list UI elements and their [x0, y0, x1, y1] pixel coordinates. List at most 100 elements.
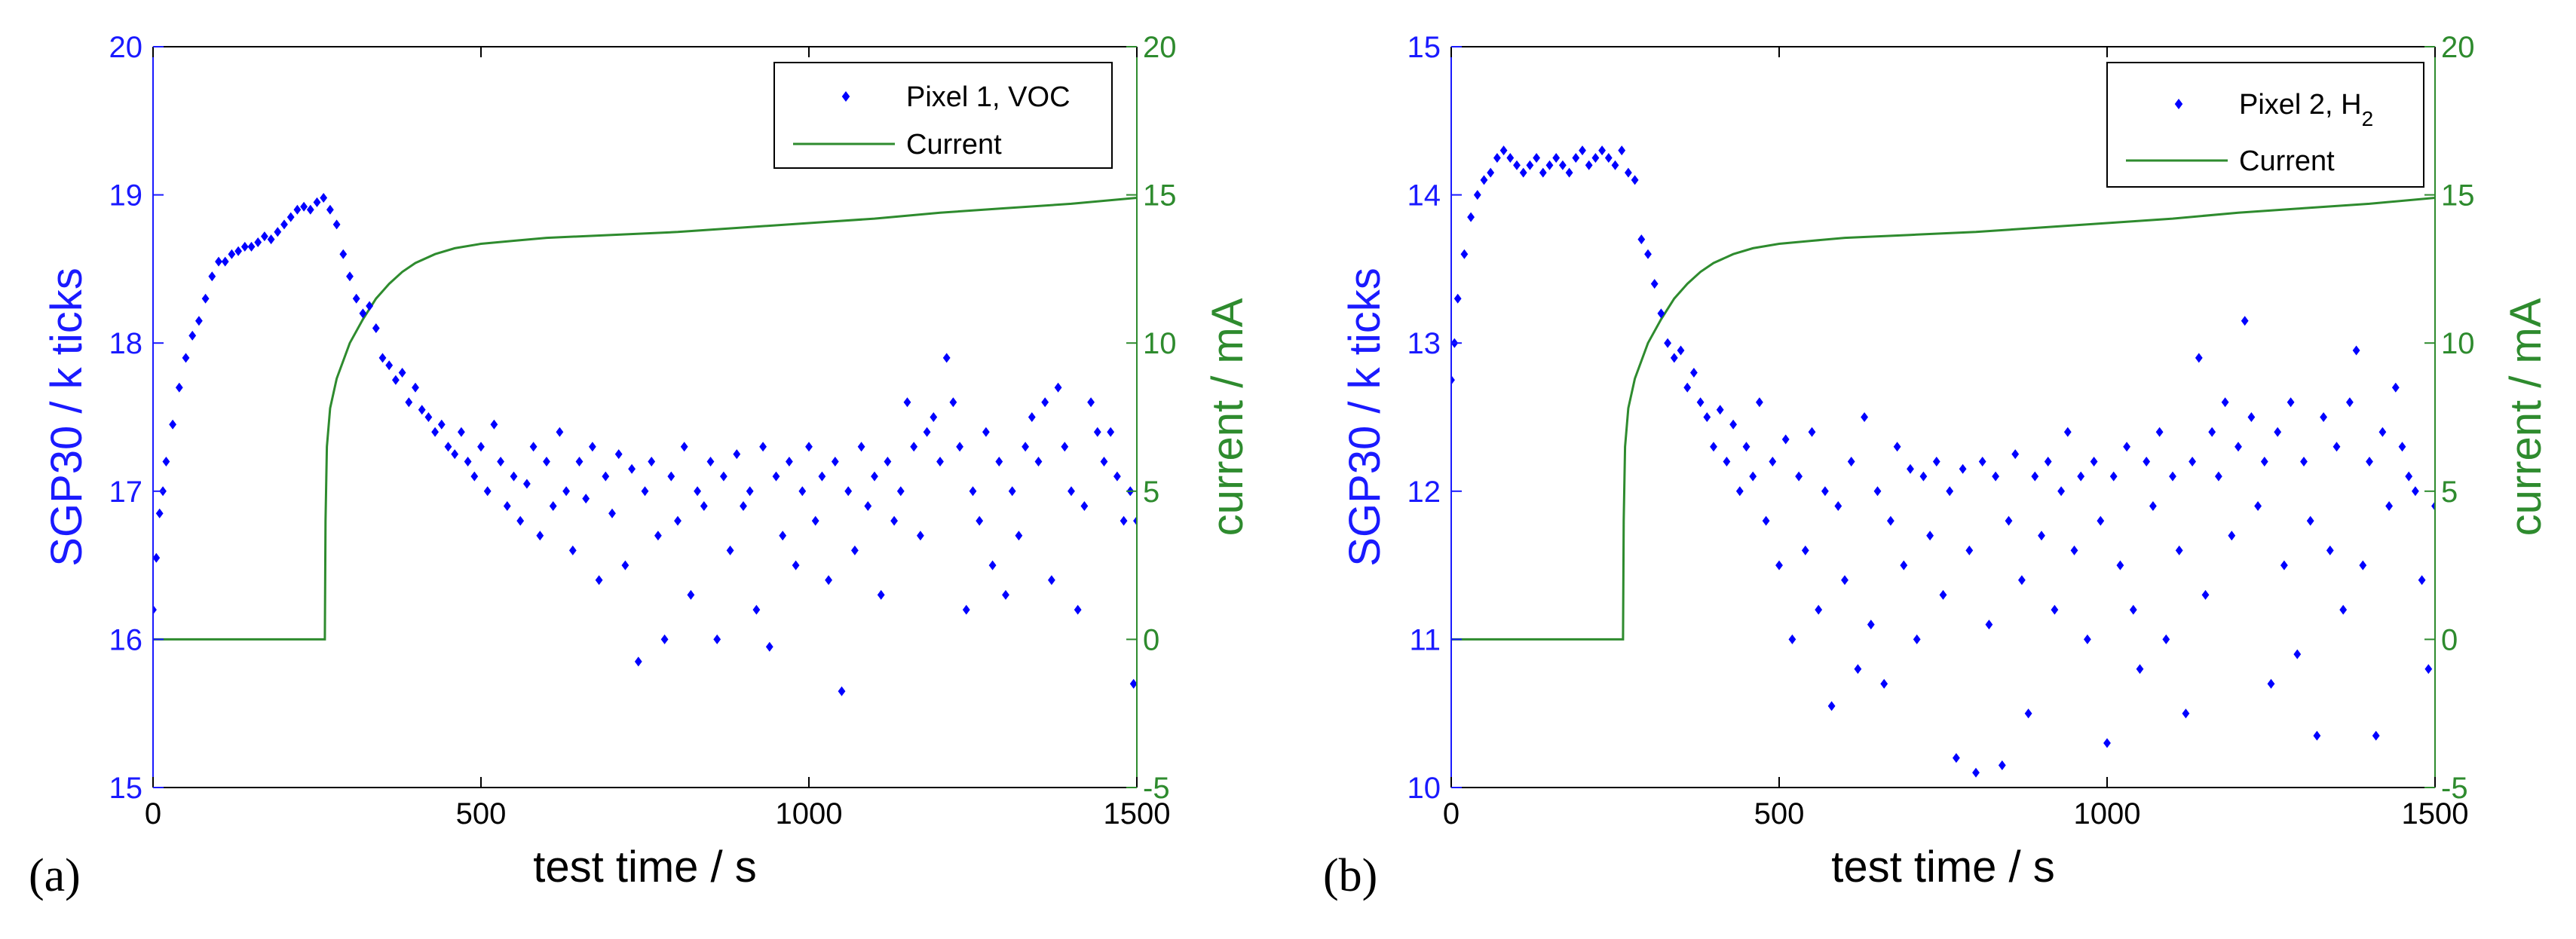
- data-point: [930, 412, 938, 422]
- x-tick-label: 0: [1443, 797, 1460, 830]
- data-point: [2352, 345, 2360, 356]
- data-point: [936, 457, 944, 466]
- data-point: [589, 442, 596, 452]
- data-point: [313, 197, 321, 207]
- data-point: [982, 427, 990, 437]
- data-point: [2011, 449, 2020, 460]
- legend-marker-sensor: [841, 91, 850, 102]
- data-point: [1100, 457, 1108, 466]
- data-point: [1775, 560, 1783, 570]
- data-point: [1801, 545, 1809, 555]
- data-point: [1028, 412, 1036, 422]
- data-point: [208, 271, 216, 282]
- data-point: [2274, 427, 2282, 437]
- data-point: [857, 442, 865, 452]
- chart-panel-b: 0 500 1000 1500 10 11 12 13 14 15 -5 0 5 10 15 20 test t…: [1323, 31, 2550, 901]
- data-point: [1867, 619, 1875, 630]
- data-point: [1637, 234, 1646, 245]
- x-axis-title: test time / s: [533, 843, 757, 892]
- data-point: [221, 256, 229, 267]
- data-point: [1939, 589, 1947, 600]
- data-point: [320, 193, 328, 203]
- data-point: [1506, 153, 1515, 163]
- data-point: [634, 656, 642, 667]
- data-point: [195, 316, 203, 326]
- data-point: [562, 486, 570, 497]
- data-point: [1067, 486, 1075, 497]
- data-point: [1742, 442, 1751, 452]
- data-point: [674, 515, 682, 526]
- data-point: [2063, 427, 2072, 437]
- data-point: [2051, 604, 2059, 615]
- data-point: [786, 457, 793, 466]
- data-point: [1815, 604, 1823, 615]
- y2-tick-label: 15: [1143, 179, 1177, 213]
- y-axis-title-right: current / mA: [2501, 298, 2550, 536]
- data-point: [169, 419, 176, 430]
- data-point: [1749, 471, 1757, 482]
- data-point: [1907, 463, 1914, 474]
- data-point: [759, 442, 767, 452]
- data-point: [746, 486, 754, 497]
- data-point: [2084, 634, 2091, 644]
- data-point: [1120, 515, 1128, 526]
- data-point: [1690, 368, 1698, 378]
- data-point: [1133, 515, 1137, 526]
- data-point: [1631, 175, 1639, 185]
- data-point: [431, 427, 439, 437]
- x-tick-label: 1500: [1104, 797, 1171, 830]
- data-point: [2215, 471, 2222, 482]
- data-point: [595, 575, 603, 586]
- data-point: [359, 308, 367, 319]
- data-point: [306, 204, 314, 215]
- data-point: [2195, 353, 2203, 363]
- data-point: [261, 231, 268, 242]
- data-point: [1493, 153, 1501, 163]
- data-point: [2366, 457, 2373, 466]
- data-point: [267, 234, 275, 245]
- data-point: [582, 494, 590, 504]
- data-point: [1591, 153, 1600, 163]
- data-point: [385, 360, 394, 371]
- data-point: [1519, 167, 1527, 178]
- data-point: [1618, 145, 1626, 156]
- data-point: [648, 457, 656, 466]
- data-point: [2038, 531, 2045, 541]
- data-point: [1985, 619, 1993, 630]
- y2-tick-label: 20: [1143, 31, 1177, 64]
- data-point: [1926, 531, 1934, 541]
- data-point: [2109, 471, 2118, 482]
- data-point: [1735, 486, 1744, 497]
- y2-tick-label: 5: [1143, 476, 1159, 509]
- data-point: [1847, 457, 1855, 466]
- data-point: [792, 560, 800, 570]
- data-point: [969, 486, 977, 497]
- data-point: [483, 486, 492, 497]
- data-point: [523, 479, 531, 489]
- data-point: [1460, 249, 1469, 259]
- data-point: [740, 501, 747, 511]
- data-point: [910, 442, 918, 452]
- data-point: [1604, 153, 1613, 163]
- y-axis-title-left: SGP30 / k ticks: [42, 268, 91, 566]
- data-point: [1015, 531, 1023, 541]
- data-point: [831, 457, 839, 466]
- data-point: [2123, 442, 2130, 452]
- data-point: [805, 442, 813, 452]
- data-point: [1821, 486, 1829, 497]
- data-point: [1781, 434, 1790, 445]
- y-tick-label: 12: [1407, 476, 1441, 509]
- data-point: [2378, 427, 2387, 437]
- data-point: [2254, 501, 2262, 511]
- data-point: [1644, 249, 1652, 259]
- data-point: [720, 471, 727, 482]
- data-point: [352, 293, 360, 304]
- data-point: [153, 604, 157, 615]
- data-point: [1919, 471, 1928, 482]
- y2-tick-label: -5: [1143, 772, 1170, 805]
- data-point: [228, 249, 236, 259]
- data-point: [1107, 427, 1115, 437]
- data-point: [1041, 397, 1049, 408]
- data-point: [2201, 589, 2210, 600]
